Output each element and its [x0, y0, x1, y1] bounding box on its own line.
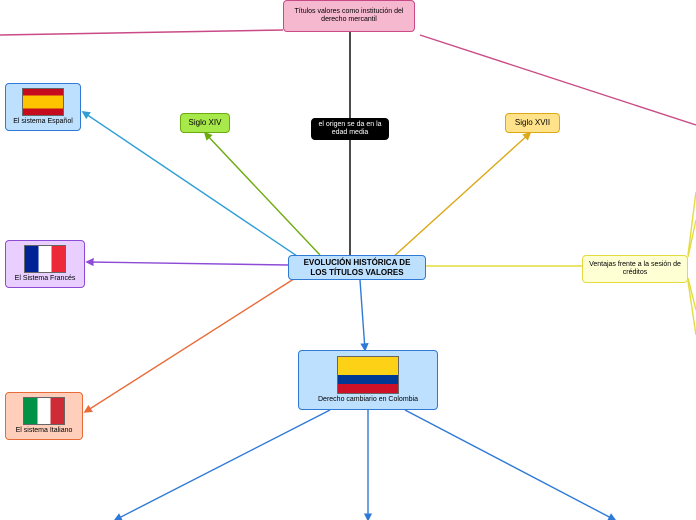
- node-frances[interactable]: El Sistema Francés: [5, 240, 85, 288]
- flag-france-icon: [24, 245, 66, 273]
- node-siglo-xiv[interactable]: Siglo XIV: [180, 113, 230, 133]
- node-ventajas[interactable]: Ventajas frente a la sesión de créditos: [582, 255, 688, 283]
- node-espanol[interactable]: El sistema Español: [5, 83, 81, 131]
- node-titulos-label: Títulos valores como institución del der…: [290, 8, 408, 24]
- node-origen-label: el origen se da en la edad media: [318, 121, 382, 137]
- flag-colombia-icon: [337, 356, 399, 394]
- node-siglo-xvii-label: Siglo XVII: [515, 118, 550, 128]
- node-center-label: EVOLUCIÓN HISTÓRICA DE LOS TÍTULOS VALOR…: [295, 258, 419, 277]
- node-colombia-label: Derecho cambiario en Colombia: [318, 396, 418, 404]
- node-italiano[interactable]: El sistema Italiano: [5, 392, 83, 440]
- node-origen[interactable]: el origen se da en la edad media: [311, 118, 389, 140]
- node-ventajas-label: Ventajas frente a la sesión de créditos: [589, 261, 681, 277]
- node-italiano-label: El sistema Italiano: [16, 427, 73, 435]
- node-espanol-label: El sistema Español: [13, 118, 73, 126]
- node-colombia[interactable]: Derecho cambiario en Colombia: [298, 350, 438, 410]
- node-titulos[interactable]: Títulos valores como institución del der…: [283, 0, 415, 32]
- node-center[interactable]: EVOLUCIÓN HISTÓRICA DE LOS TÍTULOS VALOR…: [288, 255, 426, 280]
- flag-italy-icon: [23, 397, 65, 425]
- node-siglo-xiv-label: Siglo XIV: [189, 118, 222, 128]
- node-frances-label: El Sistema Francés: [15, 275, 76, 283]
- node-siglo-xvii[interactable]: Siglo XVII: [505, 113, 560, 133]
- flag-spain-icon: [22, 88, 64, 116]
